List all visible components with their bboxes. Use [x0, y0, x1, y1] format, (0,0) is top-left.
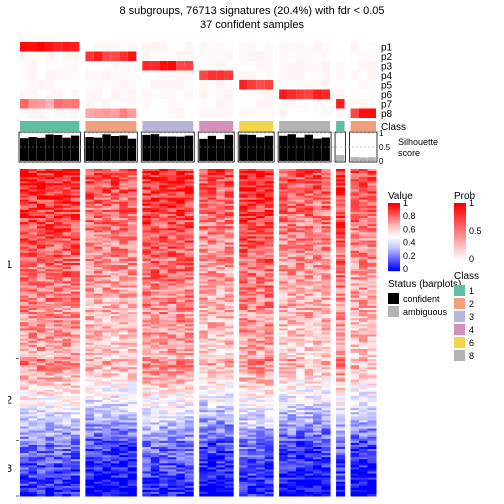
svg-text:1: 1 — [379, 129, 384, 138]
svg-text:score: score — [398, 148, 420, 158]
svg-text:0: 0 — [379, 157, 384, 166]
figure: p1p2p3p4p5p6p7p8Class10.50Silhouettescor… — [8, 36, 496, 500]
title-line-2: 37 confident samples — [0, 19, 504, 31]
svg-text:p8: p8 — [381, 109, 393, 120]
svg-text:Class: Class — [381, 122, 406, 133]
svg-text:Silhouette: Silhouette — [398, 137, 438, 147]
title-line-1: 8 subgroups, 76713 signatures (20.4%) wi… — [0, 5, 504, 17]
svg-text:0.5: 0.5 — [379, 143, 391, 152]
